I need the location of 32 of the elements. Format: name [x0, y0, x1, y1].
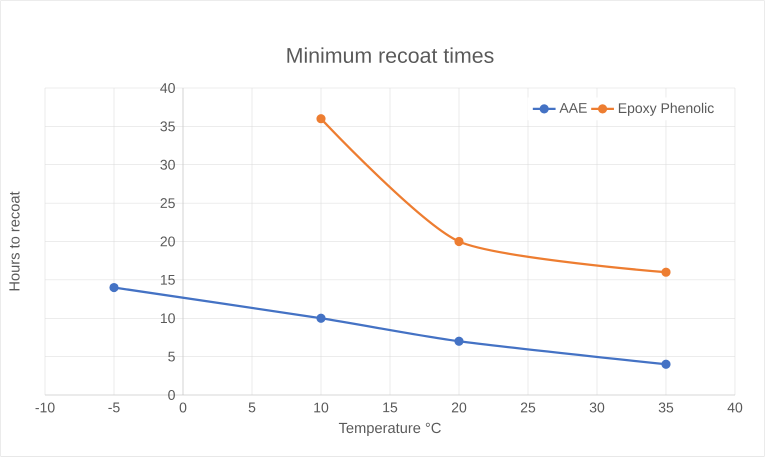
y-tick-label: 35	[160, 121, 175, 132]
y-tick-label: 25	[160, 198, 175, 208]
y-axis-title: Hours to recoat	[9, 191, 20, 290]
x-axis-title: Temperature °C	[338, 422, 441, 436]
point	[661, 268, 671, 277]
point	[316, 314, 326, 323]
x-tick-label: 30	[590, 402, 604, 412]
point	[316, 114, 326, 124]
legend-label: AAE	[559, 103, 587, 113]
y-tick-label: 0	[168, 390, 175, 400]
x-tick-label: 35	[658, 402, 674, 412]
x-tick-label: 10	[314, 402, 328, 412]
chart-title: Minimum recoat times	[287, 47, 494, 64]
legend-label: Epoxy Phenolic	[618, 102, 714, 116]
point	[661, 360, 671, 369]
x-tick-label: 15	[383, 402, 398, 412]
x-tick-label: 25	[520, 402, 536, 412]
y-tick-label: 20	[160, 236, 175, 246]
y-tick-label: 30	[160, 160, 175, 170]
point	[454, 236, 464, 246]
x-tick-label: 20	[452, 402, 466, 412]
point	[109, 282, 119, 292]
x-tick-label: 40	[728, 402, 742, 412]
x-tick-label: 5	[248, 402, 256, 412]
point	[454, 336, 464, 346]
y-tick-label: 40	[160, 83, 175, 93]
x-tick-label: -5	[108, 402, 120, 412]
y-tick-label: 15	[160, 274, 175, 285]
y-tick-label: 5	[168, 352, 175, 362]
x-tick-label: 0	[180, 402, 186, 412]
y-tick-label: 10	[160, 313, 175, 324]
x-tick-label: -10	[36, 402, 55, 412]
